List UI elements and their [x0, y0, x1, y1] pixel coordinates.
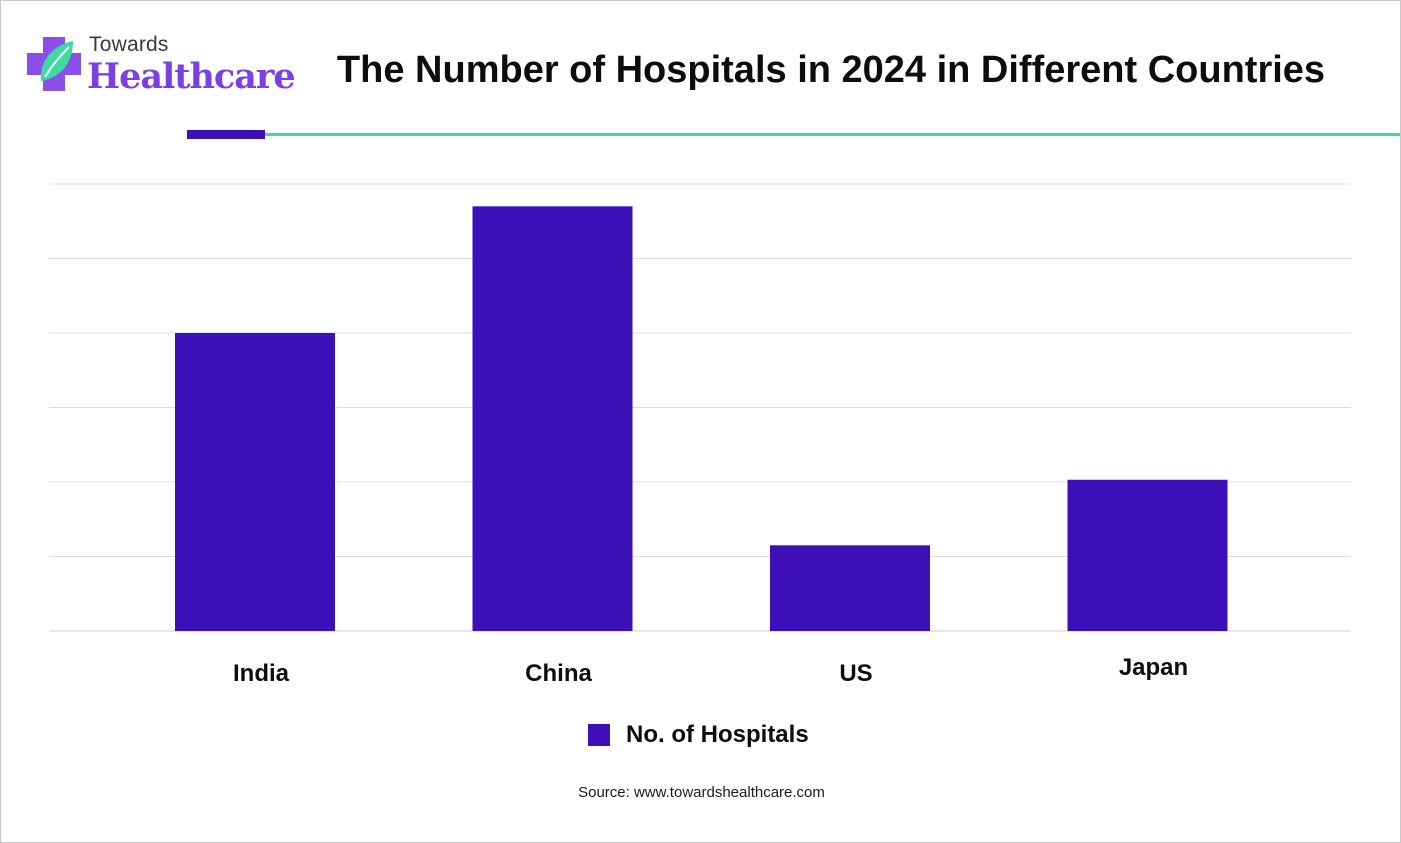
brand-towards: Towards	[89, 33, 169, 56]
bar-india	[175, 333, 335, 631]
header-rule-accent	[187, 130, 265, 139]
legend-swatch	[588, 724, 610, 746]
chart-title: The Number of Hospitals in 2024 in Diffe…	[336, 49, 1326, 91]
header-rule	[187, 133, 1400, 136]
legend-label: No. of Hospitals	[626, 721, 809, 748]
x-label-china: China	[525, 660, 592, 687]
bar-us	[770, 545, 930, 631]
source-text: Source: www.towardshealthcare.com	[578, 784, 825, 801]
bar-chart: India China US Japan	[49, 183, 1351, 687]
brand-logo: Towards Healthcare	[27, 31, 296, 101]
legend: No. of Hospitals	[588, 720, 809, 750]
bar-china	[472, 206, 633, 631]
x-label-japan: Japan	[1119, 654, 1188, 681]
bar-japan	[1067, 479, 1228, 631]
x-label-us: US	[839, 660, 872, 687]
medical-cross-leaf-icon	[27, 37, 81, 91]
x-label-india: India	[233, 660, 290, 687]
bars	[175, 206, 1228, 631]
x-axis-labels: India China US Japan	[233, 654, 1188, 687]
brand-healthcare: Healthcare	[87, 56, 296, 97]
